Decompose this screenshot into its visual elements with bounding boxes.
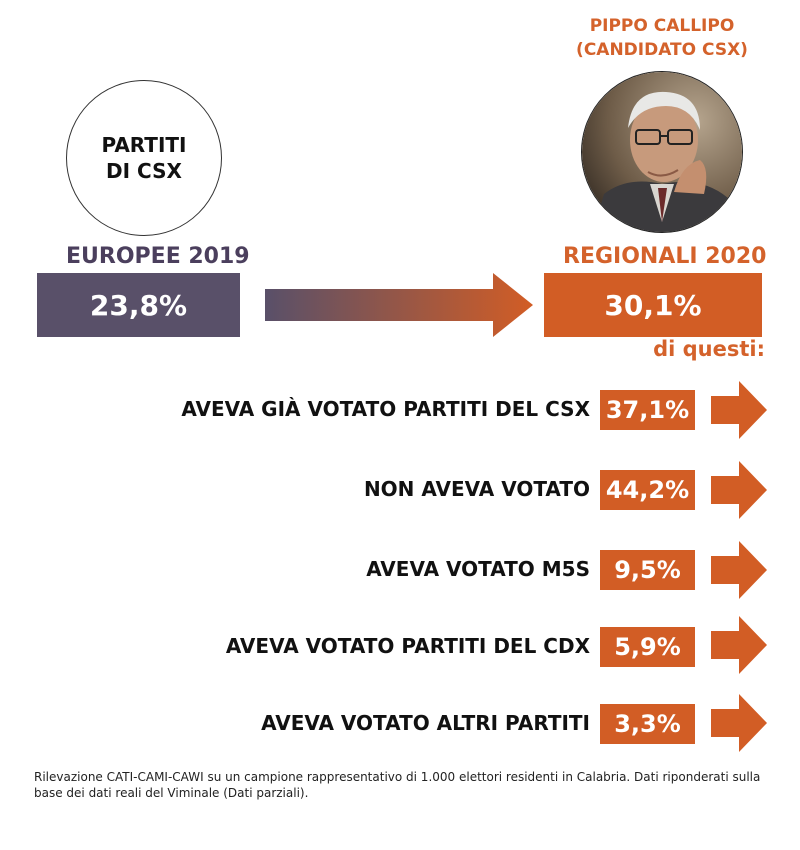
arrow-right-icon [711, 694, 767, 752]
of-these-label: di questi: [653, 337, 765, 361]
row-label: AVEVA VOTATO ALTRI PARTITI [261, 711, 590, 735]
row-label: AVEVA VOTATO M5S [366, 557, 590, 581]
transition-arrow-icon [265, 273, 533, 337]
regionali-heading: REGIONALI 2020 [563, 244, 767, 269]
circle-line-1: PARTITI [101, 133, 187, 157]
circle-line-2: DI CSX [106, 159, 182, 183]
row-value: 9,5% [600, 550, 695, 590]
row-value: 3,3% [600, 704, 695, 744]
row-label: NON AVEVA VOTATO [363, 477, 590, 501]
row-label: AVEVA VOTATO PARTITI DEL CDX [225, 634, 590, 658]
party-circle: PARTITI DI CSX [66, 80, 222, 236]
arrow-right-icon [711, 461, 767, 519]
row-value: 44,2% [600, 470, 695, 510]
arrow-right-icon [711, 381, 767, 439]
regionali-value-box: 30,1% [544, 273, 762, 337]
arrow-right-icon [711, 541, 767, 599]
candidate-photo [581, 71, 743, 233]
row-label: AVEVA GIÀ VOTATO PARTITI DEL CSX [181, 397, 590, 421]
candidate-name-line-1: PIPPO CALLIPO [589, 16, 735, 36]
candidate-name: PIPPO CALLIPO (CANDIDATO CSX) [570, 14, 754, 62]
candidate-name-line-2: (CANDIDATO CSX) [576, 40, 748, 60]
arrow-right-icon [711, 616, 767, 674]
row-value: 5,9% [600, 627, 695, 667]
europee-value-box: 23,8% [37, 273, 240, 337]
footnote: Rilevazione CATI-CAMI-CAWI su un campion… [34, 770, 761, 800]
row-value: 37,1% [600, 390, 695, 430]
europee-heading: EUROPEE 2019 [66, 244, 250, 269]
